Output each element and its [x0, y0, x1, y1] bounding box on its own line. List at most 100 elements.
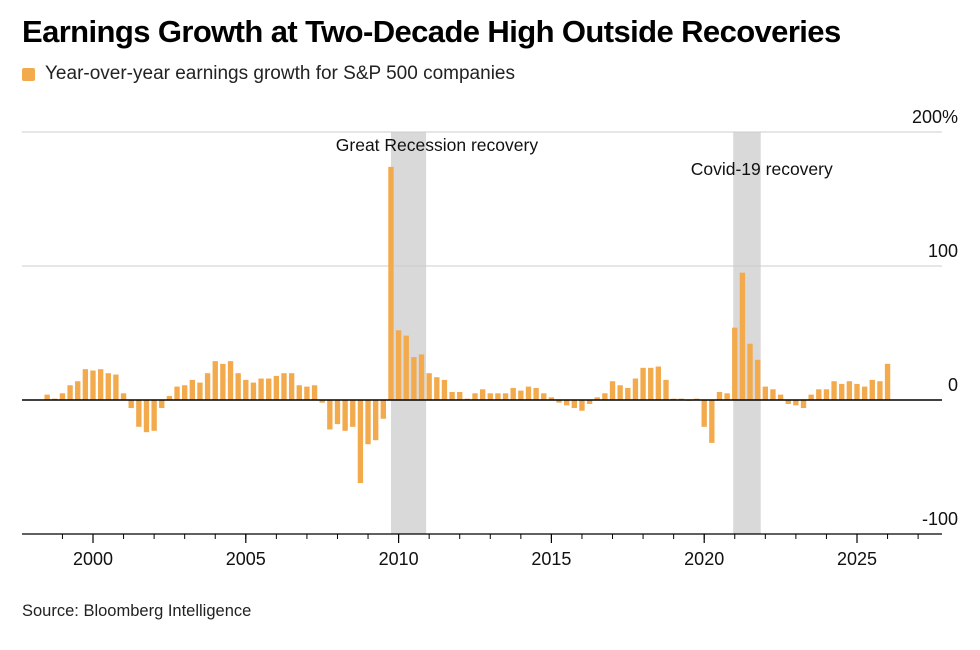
bar [518, 390, 524, 400]
bar [212, 361, 218, 400]
bar [319, 400, 325, 403]
bar [380, 400, 386, 419]
bar [823, 389, 830, 400]
bar [739, 272, 746, 400]
bar [67, 385, 73, 400]
bar [327, 400, 333, 430]
bar [625, 387, 631, 400]
bar [632, 378, 639, 400]
bar [472, 393, 478, 400]
bar [411, 357, 417, 400]
x-tick-label: 2015 [531, 549, 571, 569]
bar [82, 369, 89, 400]
bar [395, 330, 402, 400]
bar [235, 373, 241, 400]
bar [770, 389, 776, 400]
bar [258, 378, 264, 400]
bar [418, 354, 425, 400]
bar [166, 395, 173, 400]
bar [724, 393, 730, 400]
bar [357, 400, 364, 484]
bar [548, 397, 555, 400]
bar [296, 385, 302, 400]
x-tick-label: 2010 [379, 549, 419, 569]
bar [755, 359, 761, 400]
bar [609, 381, 616, 400]
bar [732, 327, 738, 400]
bar [869, 379, 875, 400]
bar [441, 379, 448, 400]
bar [350, 400, 356, 427]
x-tick-label: 2025 [837, 549, 877, 569]
bar [839, 383, 845, 400]
annotations: Great Recession recovery Covid-19 recover… [336, 135, 833, 179]
bar [571, 400, 577, 409]
shaded-region-label: Covid-19 recovery [691, 159, 833, 179]
bar [564, 400, 570, 406]
bar [342, 400, 348, 431]
bar [495, 393, 501, 400]
bar [136, 400, 142, 427]
bar [174, 386, 180, 400]
bar [884, 363, 891, 400]
bar [648, 367, 654, 400]
bar [220, 363, 226, 400]
bar [120, 393, 127, 400]
bar [510, 387, 516, 400]
bar [266, 378, 272, 400]
bar [762, 386, 768, 400]
bar [334, 400, 341, 425]
bar [44, 394, 50, 400]
bar [403, 335, 409, 400]
bar [579, 400, 585, 411]
bar [602, 393, 608, 400]
bar [365, 400, 371, 445]
bars [44, 166, 891, 484]
bar [159, 400, 165, 409]
legend: Year-over-year earnings growth for S&P 5… [22, 63, 515, 85]
bar [861, 386, 868, 400]
bar [655, 366, 662, 400]
bar [434, 377, 440, 400]
bar [113, 374, 119, 400]
bar [304, 386, 310, 400]
x-tick-label: 2005 [226, 549, 266, 569]
y-tick-label: 200% [912, 107, 958, 127]
bar [197, 382, 203, 400]
bar [75, 381, 81, 400]
bar [800, 400, 807, 409]
bar [373, 400, 379, 441]
bar [846, 381, 853, 400]
bar [793, 400, 799, 406]
bar [128, 400, 134, 409]
bar [227, 361, 234, 400]
bar [808, 394, 814, 400]
y-tick-label: -100 [922, 509, 958, 529]
bar [182, 385, 188, 400]
legend-swatch [22, 67, 35, 81]
bar [457, 391, 463, 400]
bar [487, 393, 493, 400]
bar [709, 400, 715, 443]
legend-label: Year-over-year earnings growth for S&P 5… [45, 63, 515, 84]
bar [877, 381, 883, 400]
bar [617, 385, 623, 400]
bar [594, 397, 600, 400]
source-note: Source: Bloomberg Intelligence [22, 602, 252, 620]
y-axis-labels: 200% 100 0 -100 [912, 107, 958, 529]
bar [250, 382, 257, 400]
bar [716, 391, 723, 400]
shaded-regions [390, 132, 761, 534]
bar [449, 391, 455, 400]
bar [105, 373, 111, 400]
gridlines [22, 131, 942, 535]
bar [556, 400, 562, 403]
bar [479, 389, 486, 400]
x-axis: 2000 2005 2010 2015 2020 2025 [22, 533, 942, 569]
bar [502, 393, 509, 400]
bar [143, 400, 150, 433]
y-tick-label: 100 [928, 241, 958, 261]
bar [59, 393, 66, 400]
x-tick-label: 2020 [684, 549, 724, 569]
